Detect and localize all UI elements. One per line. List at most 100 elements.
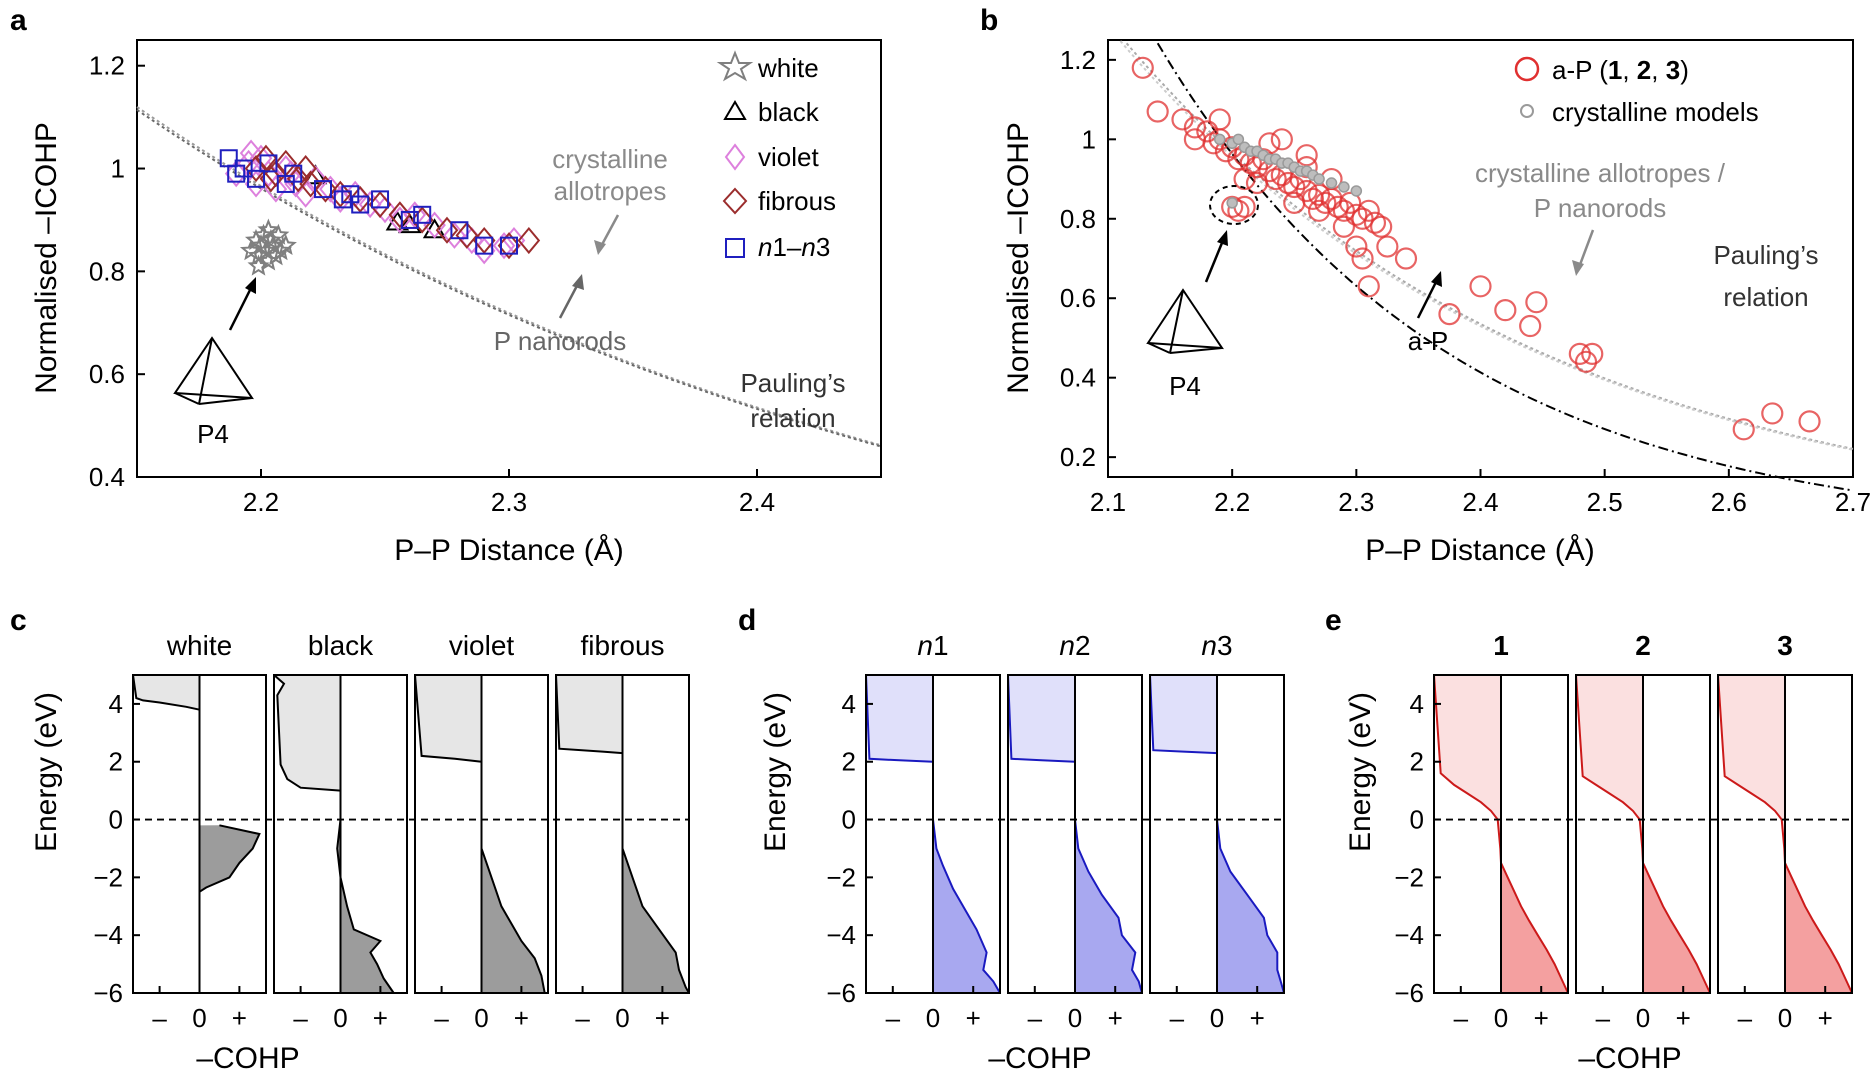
- panel-a-points: [219, 139, 541, 276]
- point-0-57: [1245, 171, 1269, 195]
- point-0-14: [274, 233, 297, 256]
- x-tick-label-0: –: [1028, 1003, 1043, 1033]
- empty-fill: [1150, 675, 1217, 754]
- y-tick-label-1: −4: [93, 920, 123, 950]
- point-4-3: [247, 169, 266, 188]
- y-tick-label-3: 0: [109, 805, 123, 835]
- point-0-47: [1574, 350, 1598, 373]
- x-tick-label-1: 0: [1494, 1003, 1508, 1033]
- y-tick-label-2: 0.6: [1060, 283, 1096, 313]
- point-0-60: [1332, 215, 1356, 238]
- point-0-45: [1525, 291, 1548, 314]
- point-3-8: [348, 185, 372, 213]
- cohp-line-empty: [1575, 674, 1644, 863]
- point-4-6: [314, 180, 332, 199]
- point-0-12: [247, 254, 270, 276]
- legend-fibrous-marker: [722, 187, 748, 215]
- legend-black-marker: [723, 100, 747, 120]
- cohp-line-occupied: [198, 824, 261, 893]
- point-0-37: [1351, 247, 1374, 270]
- legend-violet-label: violet: [758, 142, 819, 172]
- panel-a-pauling-line1: Pauling’s: [740, 368, 845, 398]
- subplot-2: –0 +3: [1717, 630, 1853, 1033]
- point-0-61: [1183, 128, 1207, 151]
- y-tick-label-5: 4: [1410, 689, 1424, 719]
- point-1-2: [1232, 133, 1245, 146]
- empty-fill: [556, 675, 623, 754]
- legend-n-label: n1–n3: [758, 232, 830, 262]
- panel-label-b: b: [980, 4, 998, 37]
- occupied-fill: [199, 825, 260, 993]
- empty-fill: [1434, 675, 1501, 863]
- legend-violet-marker: [724, 143, 746, 171]
- x-tick-label-1: 2.2: [1214, 487, 1250, 517]
- legend-white-marker: [716, 50, 754, 82]
- y-tick-label-1: −4: [1394, 920, 1424, 950]
- panel-a-crystalline-line2: allotropes: [554, 176, 667, 206]
- y-tick-label-1: −4: [826, 920, 856, 950]
- point-0-9: [1227, 148, 1250, 171]
- subplot-title: n2: [1059, 630, 1090, 661]
- point-0-62: [1270, 128, 1293, 151]
- point-0-32: [1370, 215, 1393, 238]
- point-0-23: [1314, 191, 1337, 214]
- point-0-0: [1131, 56, 1154, 79]
- x-tick-label-2: 2.3: [1338, 487, 1374, 517]
- point-4-16: [351, 195, 370, 214]
- panel-b-crystalline-line2: P nanorods: [1534, 193, 1667, 223]
- curve-2: [1156, 42, 1854, 492]
- x-tick-label-3: 2.4: [1462, 487, 1498, 517]
- y-tick-label-0: 0.2: [1060, 442, 1096, 472]
- point-1-18: [1350, 185, 1363, 197]
- legend-crystalline-marker: [1520, 104, 1534, 118]
- point-2-14: [373, 196, 397, 224]
- subplot-0: –0 + white: [132, 630, 267, 1033]
- x-tick-label-2: +: [655, 1003, 670, 1033]
- y-tick-label-3: 1: [111, 154, 125, 184]
- x-tick-label-0: –: [1596, 1003, 1611, 1033]
- point-3-12: [435, 216, 459, 244]
- panel-a: 2.2 2.3 2.40.40.60.811.2 P–P Distance (Å) …: [30, 39, 882, 567]
- point-0-53: [1258, 132, 1281, 155]
- point-0-49: [1732, 418, 1755, 441]
- point-2-21: [492, 232, 516, 260]
- point-0-9: [264, 244, 287, 266]
- point-0-41: [1438, 303, 1461, 326]
- point-4-4: [259, 154, 278, 173]
- x-tick-label-0: –: [434, 1003, 449, 1033]
- x-tick-label-2: +: [232, 1003, 247, 1033]
- point-0-1: [1146, 100, 1169, 123]
- occupied-fill: [1643, 862, 1710, 993]
- empty-fill: [1576, 675, 1643, 863]
- y-tick-label-4: 2: [1410, 747, 1424, 777]
- point-0-2: [1171, 108, 1194, 131]
- subplot-1: –0 + n2: [1007, 630, 1143, 1033]
- occupied-fill: [481, 819, 545, 993]
- y-tick-label-5: 1.2: [1060, 45, 1096, 75]
- cohp-line-occupied: [1500, 862, 1569, 994]
- y-tick-label-0: 0.4: [89, 462, 125, 492]
- panel-a-ticks: 2.2 2.3 2.4 0.4 0.6 0.8 1 1.2: [89, 51, 775, 517]
- cohp-line-empty: [414, 674, 482, 763]
- point-3-7: [329, 180, 352, 208]
- occupied-fill: [1501, 862, 1568, 993]
- subplot-title: white: [166, 630, 232, 661]
- occupied-fill: [622, 819, 689, 993]
- point-1-19: [1226, 197, 1238, 209]
- legend-ap-marker: [1514, 56, 1540, 82]
- point-4-13: [500, 236, 518, 255]
- panel-b-points: [1131, 56, 1821, 441]
- panel-b-p4-tetrahedron: [1146, 288, 1224, 354]
- point-0-35: [1233, 195, 1256, 218]
- x-tick-label-0: –: [1738, 1003, 1753, 1033]
- y-tick-label-0: −6: [93, 978, 123, 1008]
- subplot-title: 1: [1493, 630, 1509, 661]
- point-0-22: [1307, 183, 1331, 207]
- point-2-13: [358, 190, 382, 219]
- point-0-29: [1351, 207, 1374, 230]
- curve-0: [136, 106, 882, 447]
- y-tick-label-2: −2: [1394, 862, 1424, 892]
- x-tick-label-2: +: [373, 1003, 388, 1033]
- subplot-3: –0 + fibrous: [555, 630, 690, 1033]
